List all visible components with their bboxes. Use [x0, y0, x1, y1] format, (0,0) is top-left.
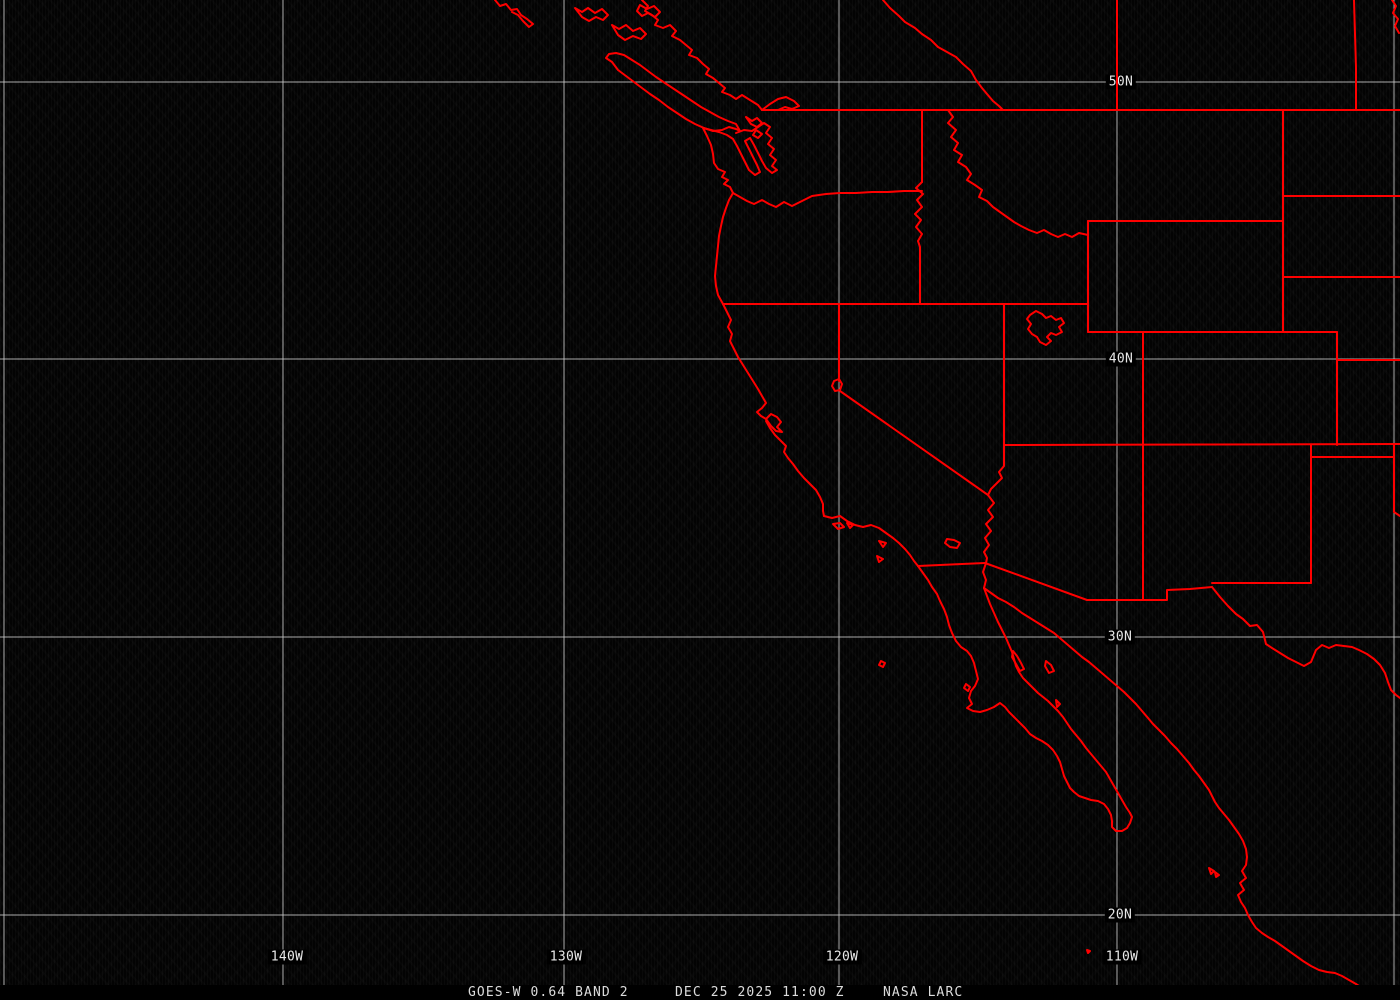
- island-angel-de-la-guarda: [1011, 650, 1025, 672]
- lake-great-salt: [1026, 310, 1065, 346]
- island-guadalupe: [878, 660, 886, 668]
- coast-california-north: [722, 303, 767, 420]
- grid-label-40n: 40N: [1105, 351, 1137, 367]
- islands-channel-2: [846, 522, 854, 529]
- island-tiburon: [1044, 660, 1055, 674]
- border-us-mx-california: [917, 562, 986, 567]
- border-us-mx-newmexico: [1086, 586, 1213, 601]
- lake-salton-sea: [944, 538, 961, 549]
- border-bc-ab-divide: [882, 0, 1004, 111]
- border-us-mx-arizona: [984, 562, 1088, 601]
- river-colorado-delta: [982, 562, 987, 589]
- caption-credit: NASA LARC: [883, 985, 964, 1000]
- border-ca-nv-diagonal: [839, 390, 989, 496]
- coast-olympic-washington: [702, 127, 734, 194]
- island-san-clemente: [876, 555, 884, 563]
- grid-label-130w: 130W: [546, 949, 586, 965]
- river-rio-grande: [1211, 586, 1400, 699]
- coast-baja-pacific: [917, 565, 1133, 832]
- border-37n: [1003, 443, 1400, 446]
- islands-gulf-sanjuan-1: [745, 116, 763, 128]
- grid-label-140w: 140W: [267, 949, 307, 965]
- islands-bc-north-2: [611, 24, 647, 41]
- grid-label-120w: 120W: [822, 949, 862, 965]
- islets-sinaloa-1: [1208, 867, 1215, 875]
- border-sk-mb: [1353, 0, 1357, 111]
- coast-california-central: [765, 420, 825, 517]
- caption-bar: GOES-W 0.64 BAND 2 DEC 25 2025 11:00 Z N…: [0, 985, 1400, 1000]
- coast-fraser-delta: [761, 96, 800, 111]
- border-tx-ok-100w: [1393, 444, 1400, 517]
- island-catalina: [878, 540, 887, 548]
- coast-puget-sound: [702, 122, 778, 176]
- lake-tahoe: [831, 378, 843, 392]
- grid-label-30n: 30N: [1104, 629, 1136, 645]
- islets-sinaloa-2: [1214, 871, 1220, 878]
- caption-datetime: DEC 25 2025 11:00 Z: [675, 985, 845, 1000]
- border-nv-az-colorado-river: [987, 444, 1005, 496]
- grid-label-110w: 110W: [1102, 949, 1142, 965]
- coast-california-south: [823, 515, 919, 567]
- islands-bc-north-1: [574, 7, 609, 22]
- islands-channel-1: [832, 522, 845, 530]
- island-vancouver: [605, 52, 741, 132]
- river-assiniboine-fragment: [1391, 0, 1400, 34]
- grid-label-50n: 50N: [1105, 74, 1137, 90]
- coast-baja-gulf: [983, 587, 1131, 814]
- river-colorado-ca-az: [983, 494, 995, 564]
- coast-bc-mainland-fjords: [641, 0, 763, 111]
- bay-san-francisco: [765, 413, 783, 433]
- border-id-or-snake: [914, 181, 924, 305]
- grid-label-20n: 20N: [1104, 907, 1136, 923]
- islands-gulf-sanjuan-2: [752, 129, 763, 139]
- border-id-mt-divide: [947, 109, 1089, 238]
- coast-sonora-sinaloa: [983, 587, 1363, 989]
- coast-haida-gwaii: [494, 0, 534, 28]
- island-gulf-small: [1055, 699, 1061, 708]
- island-socorro: [1086, 949, 1091, 954]
- border-wa-or-columbia: [732, 190, 923, 208]
- coast-oregon: [714, 192, 734, 305]
- island-cedros: [963, 683, 971, 692]
- caption-product: GOES-W 0.64 BAND 2: [468, 985, 629, 1000]
